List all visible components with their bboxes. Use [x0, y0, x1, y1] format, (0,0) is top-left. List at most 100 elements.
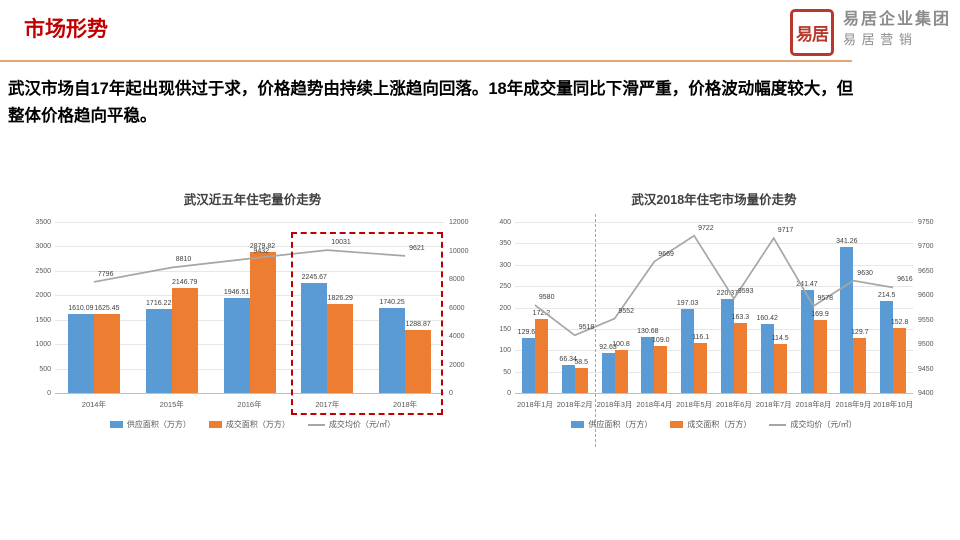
bar-data-label: 2146.79	[172, 279, 198, 287]
bar	[405, 330, 432, 393]
bar-data-label: 109.0	[652, 337, 670, 345]
bar-data-label: 129.61	[517, 328, 540, 336]
y-axis-tick-right: 9400	[918, 390, 934, 397]
y-axis-tick-left: 1500	[35, 316, 51, 324]
bar-data-label: 197.03	[676, 299, 699, 307]
line-data-label: 9578	[817, 295, 834, 303]
x-axis-line	[55, 393, 444, 394]
logo-text: 易居企业集团 易 居 营 销	[843, 9, 951, 49]
bar	[720, 298, 734, 393]
legend-label: 成交面积（万方）	[225, 420, 290, 429]
highlight-box	[291, 232, 443, 415]
x-axis-category: 2018年4月	[636, 400, 673, 409]
y-axis-tick-right: 9700	[918, 243, 934, 251]
line-data-label: 9580	[538, 294, 555, 302]
bar-data-label: 130.68	[637, 328, 659, 336]
y-axis-tick-right: 8000	[449, 276, 465, 283]
bar	[654, 346, 668, 393]
bar	[521, 337, 535, 393]
bar	[800, 289, 814, 393]
x-axis-category: 2018年7月	[755, 400, 792, 409]
bar-data-label: 66.34	[559, 355, 577, 363]
line-data-label: 9432	[253, 247, 270, 255]
line-data-label: 9552	[618, 307, 635, 315]
line-data-label: 9616	[897, 276, 913, 284]
bar-data-label: 172.2	[532, 310, 551, 318]
y-axis-tick-left: 2000	[35, 292, 51, 300]
y-axis-tick-left: 100	[499, 347, 511, 355]
y-axis-tick-right: 9550	[918, 316, 934, 324]
x-axis-category: 2018年3月	[596, 400, 633, 409]
bar-data-label: 1625.45	[94, 304, 120, 312]
y-axis-tick-left: 0	[47, 390, 51, 397]
bar-data-label: 1716.22	[146, 300, 172, 308]
line-data-label: 9717	[777, 227, 794, 235]
x-axis-category: 2018年2月	[556, 400, 593, 409]
bar	[561, 364, 575, 393]
bar	[681, 308, 695, 393]
legend-label: 成交均价（元/㎡）	[790, 420, 857, 429]
bar-data-label: 100.8	[612, 340, 630, 348]
gridline	[515, 286, 913, 288]
x-axis-category: 2018年1月	[516, 400, 553, 409]
legend-bar-swatch	[208, 421, 222, 428]
line-data-label: 8810	[175, 256, 192, 264]
y-axis-tick-left: 300	[499, 261, 511, 269]
bar-data-label: 169.9	[811, 311, 829, 319]
summary-line-1: 武汉市场自17年起出现供过于求，价格趋势由持续上涨趋向回落。18年成交量同比下滑…	[8, 80, 854, 98]
bar-data-label: 1610.09	[68, 305, 94, 313]
y-axis-tick-left: 200	[499, 304, 511, 312]
y-axis-tick-left: 350	[499, 240, 511, 248]
bar	[249, 252, 276, 393]
x-axis-category: 2016年	[237, 400, 262, 409]
chart-five-year-trend: 武汉近五年住宅量价走势 0 500 1000 1500 2000 2500 3000 3500 0…	[25, 183, 480, 448]
chart-2018-monthly-trend: 武汉2018年住宅市场量价走势 0 50 100 150 200 250 300 350 400 9…	[483, 183, 945, 448]
bar-data-label: 214.5	[877, 292, 896, 300]
legend-label: 供应面积（万方）	[588, 420, 653, 429]
bar	[893, 327, 907, 393]
y-axis-tick-right: 9450	[918, 365, 934, 373]
bar	[171, 288, 198, 393]
bar-data-label: 163.3	[731, 314, 750, 322]
bar-data-label: 1288.87	[405, 321, 431, 329]
bar	[574, 367, 588, 393]
legend-label: 供应面积（万方）	[126, 420, 191, 429]
gridline	[515, 307, 913, 309]
y-axis-tick-left: 500	[39, 365, 51, 373]
y-axis-tick-right: 12000	[449, 219, 469, 226]
x-axis-line	[515, 393, 913, 394]
bar-data-label: 2879.82	[249, 243, 276, 251]
y-axis-tick-right: 9600	[918, 292, 934, 300]
gridline	[55, 246, 444, 248]
summary-text: 武汉市场自17年起出现供过于求，价格趋势由持续上涨趋向回落。18年成交量同比下滑…	[8, 76, 954, 130]
logo-company-name: 易居企业集团	[843, 11, 952, 28]
bar-data-label: 241.47	[796, 280, 818, 288]
bar	[733, 323, 747, 393]
y-axis-tick-left: 150	[499, 325, 511, 333]
bar-data-label: 341.26	[836, 238, 858, 246]
bar-data-label: 220.37	[716, 289, 739, 297]
bar	[327, 303, 354, 393]
y-axis-tick-right: 2000	[449, 361, 465, 369]
bar	[813, 320, 827, 393]
y-axis-tick-left: 250	[499, 283, 511, 291]
y-axis-tick-left: 3000	[35, 243, 51, 251]
bar-data-label: 114.5	[771, 335, 789, 343]
chart-title: 武汉近五年住宅量价走势	[183, 193, 322, 207]
bar-data-label: 92.63	[599, 344, 617, 352]
x-axis-category: 2018年5月	[676, 400, 713, 409]
legend-bar-swatch	[670, 421, 684, 428]
bar	[694, 343, 708, 393]
legend-label: 成交面积（万方）	[687, 420, 752, 429]
bar-data-label: 1826.29	[327, 294, 353, 302]
legend-item: 成交面积（万方）	[670, 419, 751, 430]
bar	[880, 301, 894, 393]
bar-data-label: 1946.51	[223, 288, 250, 296]
bar-data-label: 129.7	[851, 328, 869, 336]
header-divider	[0, 60, 852, 62]
chart-legend: 供应面积（万方） 成交面积（万方） 成交均价（元/㎡）	[483, 419, 945, 430]
legend-item: 成交均价（元/㎡）	[307, 419, 395, 430]
x-axis-category: 2018年8月	[795, 400, 832, 409]
legend-item: 供应面积（万方）	[571, 419, 652, 430]
bar	[301, 283, 328, 393]
